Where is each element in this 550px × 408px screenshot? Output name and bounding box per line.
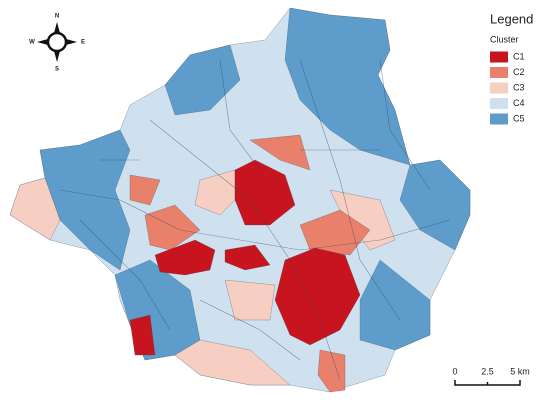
region: [234, 159, 296, 226]
region: [154, 239, 216, 276]
region: [284, 7, 411, 166]
compass-south: S: [55, 67, 59, 73]
compass: N S W E: [29, 14, 85, 73]
legend-label: C3: [513, 82, 525, 92]
legend-swatch: [490, 82, 508, 94]
region: [129, 314, 156, 356]
compass-north: N: [55, 14, 59, 20]
boundary-lines: [59, 59, 451, 381]
region: [399, 159, 471, 251]
compass-ring: [46, 31, 68, 53]
region: [174, 339, 291, 386]
legend: Legend Cluster C1 C2 C3 C4 C5: [490, 11, 533, 125]
legend-swatch: [490, 113, 508, 125]
region: [317, 349, 346, 393]
compass-west: W: [29, 40, 35, 46]
legend-title: Legend: [490, 11, 533, 26]
compass-east: E: [81, 40, 85, 46]
scale-line: [454, 380, 521, 386]
scale-label: 2.5: [481, 366, 494, 376]
cluster-map: [9, 7, 471, 393]
legend-subtitle: Cluster: [490, 34, 519, 44]
legend-label: C1: [513, 51, 525, 61]
region: [9, 177, 61, 241]
legend-label: C5: [513, 113, 525, 123]
legend-swatch: [490, 51, 508, 63]
region: [129, 174, 161, 206]
legend-swatch: [490, 98, 508, 109]
legend-swatch: [490, 67, 508, 78]
scale-label: 5 km: [510, 366, 530, 376]
region: [249, 134, 311, 171]
region: [224, 279, 276, 321]
compass-arrows: [37, 22, 77, 62]
legend-label: C2: [513, 67, 525, 77]
region: [359, 259, 431, 351]
region: [144, 204, 201, 251]
legend-label: C4: [513, 98, 525, 108]
scale-bar: 0 2.5 5 km: [452, 366, 530, 386]
region: [164, 44, 241, 116]
scale-label: 0: [452, 366, 457, 376]
region: [194, 169, 236, 216]
region: [224, 244, 271, 271]
